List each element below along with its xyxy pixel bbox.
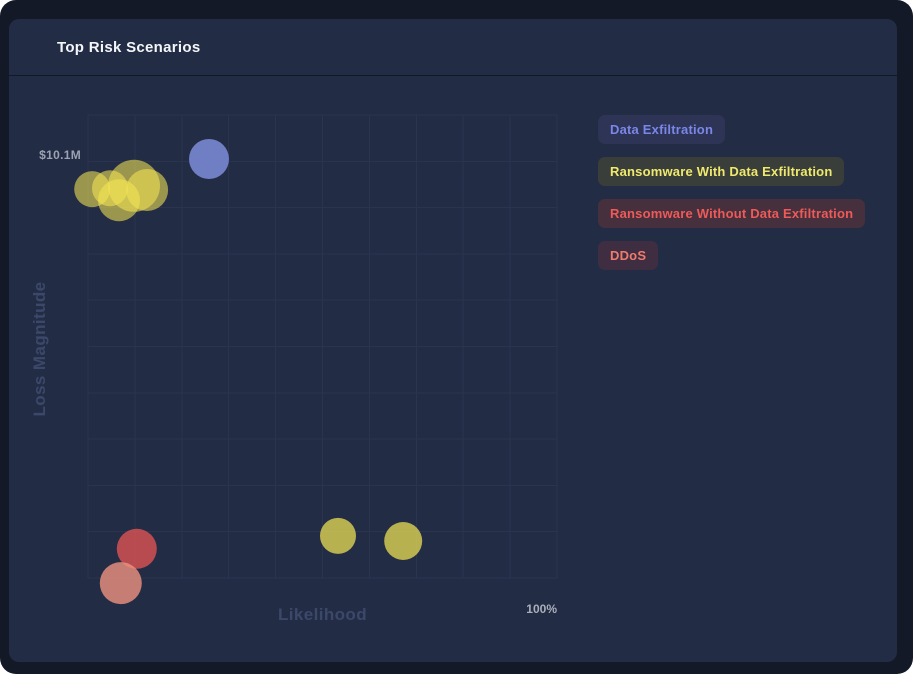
bubble-ransomware-with-data-exfiltration[interactable] [384, 522, 423, 560]
bubble-ddos[interactable] [99, 562, 142, 605]
bubble-ransomware-without-data-exfiltration[interactable] [116, 528, 157, 569]
legend-item-data-exfiltration[interactable]: Data Exfiltration [598, 115, 726, 144]
bubble-ransomware-with-data-exfiltration[interactable] [320, 517, 356, 554]
y-axis-tick-10-1m: $10.1M [39, 148, 81, 162]
y-axis-label: Loss Magnitude [30, 281, 49, 417]
legend-item-ddos[interactable]: DDoS [598, 241, 659, 270]
bubble-chart-svg [74, 114, 558, 605]
x-axis-label: Likelihood [278, 605, 367, 624]
legend-item-ransomware-without-data-exfiltration[interactable]: Ransomware Without Data Exfiltration [598, 199, 866, 228]
top-risk-scenarios-card: Top Risk Scenarios $10.1M 100% Likelihoo… [9, 19, 897, 662]
card-header: Top Risk Scenarios [9, 19, 897, 76]
legend-item-ransomware-with-data-exfiltration[interactable]: Ransomware With Data Exfiltration [598, 157, 845, 186]
bubble-ransomware-with-data-exfiltration[interactable] [126, 169, 169, 211]
bubble-chart-plot-area [74, 114, 558, 605]
chart-legend: Data Exfiltration Ransomware With Data E… [598, 115, 866, 270]
bubble-data-exfiltration[interactable] [189, 139, 229, 179]
card-title: Top Risk Scenarios [57, 38, 201, 56]
x-axis-tick-100pct: 100% [526, 602, 557, 616]
